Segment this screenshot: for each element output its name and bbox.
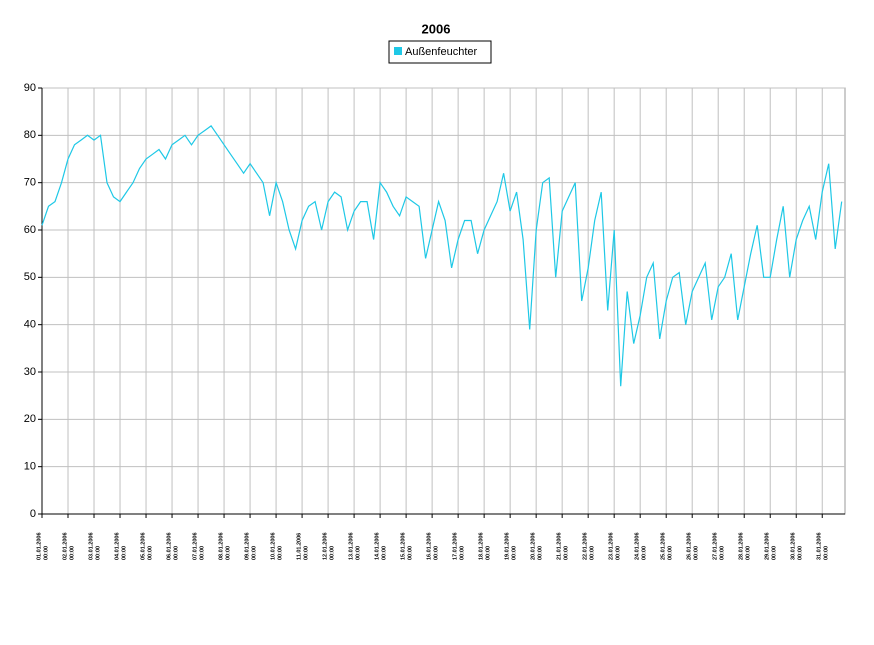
x-tick-label: 26.01.2006 bbox=[687, 532, 693, 560]
x-tick-label: 00:00 bbox=[252, 546, 258, 560]
x-tick-label: 00:00 bbox=[278, 546, 284, 560]
x-tick-label: 00:00 bbox=[642, 546, 648, 560]
x-tick-label: 00:00 bbox=[121, 546, 127, 560]
x-tick-label: 27.01.2006 bbox=[713, 532, 719, 560]
x-tick-label: 00:00 bbox=[200, 546, 206, 560]
x-tick-label: 19.01.2006 bbox=[505, 532, 511, 560]
x-tick-label: 10.01.2006 bbox=[271, 532, 277, 560]
x-tick-label: 00:00 bbox=[147, 546, 153, 560]
y-tick-label: 20 bbox=[24, 413, 36, 425]
x-tick-label: 22.01.2006 bbox=[583, 532, 589, 560]
x-tick-label: 28.01.2006 bbox=[739, 532, 745, 560]
x-tick-label: 00:00 bbox=[694, 546, 700, 560]
x-tick-label: 00:00 bbox=[382, 546, 388, 560]
x-tick-label: 18.01.2006 bbox=[479, 532, 485, 560]
x-tick-label: 12.01.2006 bbox=[323, 532, 329, 560]
x-tick-label: 00:00 bbox=[173, 546, 179, 560]
chart-title: 2006 bbox=[422, 21, 451, 36]
x-tick-label: 00:00 bbox=[616, 546, 622, 560]
x-tick-label: 07.01.2006 bbox=[193, 532, 199, 560]
x-tick-label: 03.01.2006 bbox=[88, 532, 94, 560]
x-tick-label: 00:00 bbox=[226, 546, 232, 560]
x-tick-label: 09.01.2006 bbox=[245, 532, 251, 560]
x-tick-label: 00:00 bbox=[720, 546, 726, 560]
legend-swatch bbox=[394, 47, 402, 55]
legend-box bbox=[388, 40, 492, 64]
y-tick-label: 80 bbox=[24, 129, 36, 141]
y-tick-label: 30 bbox=[24, 366, 36, 378]
x-tick-label: 00:00 bbox=[746, 546, 752, 560]
y-tick-label: 10 bbox=[24, 461, 36, 473]
y-tick-label: 50 bbox=[24, 271, 36, 283]
x-tick-label: 00:00 bbox=[590, 546, 596, 560]
x-tick-label: 02.01.2006 bbox=[62, 532, 68, 560]
y-tick-label: 60 bbox=[24, 224, 36, 236]
x-tick-label: 00:00 bbox=[408, 546, 414, 560]
x-tick-label: 00:00 bbox=[798, 546, 804, 560]
x-tick-label: 17.01.2006 bbox=[453, 532, 459, 560]
x-tick-label: 13.01.2006 bbox=[349, 532, 355, 560]
x-tick-label: 00:00 bbox=[668, 546, 674, 560]
x-tick-label: 06.01.2006 bbox=[166, 532, 172, 560]
x-tick-label: 00:00 bbox=[824, 546, 830, 560]
x-tick-label: 00:00 bbox=[95, 546, 101, 560]
x-tick-label: 01.01.2006 bbox=[36, 532, 42, 560]
x-tick-label: 00:00 bbox=[304, 546, 310, 560]
x-tick-label: 16.01.2006 bbox=[427, 532, 433, 560]
x-tick-label: 04.01.2006 bbox=[114, 532, 120, 560]
y-tick-label: 90 bbox=[24, 82, 36, 94]
x-tick-label: 00:00 bbox=[43, 546, 49, 560]
y-tick-label: 70 bbox=[24, 177, 36, 189]
x-tick-label: 00:00 bbox=[460, 546, 466, 560]
x-tick-label: 00:00 bbox=[356, 546, 362, 560]
x-tick-label: 30.01.2006 bbox=[791, 532, 797, 560]
x-tick-label: 00:00 bbox=[330, 546, 336, 560]
legend-label: Außenfeuchter bbox=[405, 46, 477, 58]
y-tick-label: 40 bbox=[24, 319, 36, 331]
x-tick-label: 00:00 bbox=[512, 546, 518, 560]
x-tick-label: 29.01.2006 bbox=[765, 532, 771, 560]
x-tick-label: 00:00 bbox=[772, 546, 778, 560]
data-line bbox=[41, 125, 843, 387]
x-tick-label: 24.01.2006 bbox=[635, 532, 641, 560]
x-tick-label: 08.01.2006 bbox=[219, 532, 225, 560]
x-tick-label: 14.01.2006 bbox=[375, 532, 381, 560]
x-tick-label: 21.01.2006 bbox=[557, 532, 563, 560]
x-tick-label: 00:00 bbox=[486, 546, 492, 560]
x-tick-label: 23.01.2006 bbox=[609, 532, 615, 560]
x-tick-label: 00:00 bbox=[564, 546, 570, 560]
x-tick-label: 00:00 bbox=[69, 546, 75, 560]
x-tick-label: 31.01.2006 bbox=[817, 532, 823, 560]
x-tick-label: 25.01.2006 bbox=[661, 532, 667, 560]
y-tick-label: 0 bbox=[30, 508, 36, 520]
plot-area bbox=[41, 87, 846, 515]
x-tick-label: 11.01.2006 bbox=[297, 533, 303, 560]
x-tick-label: 05.01.2006 bbox=[140, 532, 146, 560]
x-tick-label: 15.01.2006 bbox=[401, 532, 407, 560]
x-tick-label: 00:00 bbox=[434, 546, 440, 560]
x-tick-label: 00:00 bbox=[538, 546, 544, 560]
x-tick-label: 20.01.2006 bbox=[531, 532, 537, 560]
